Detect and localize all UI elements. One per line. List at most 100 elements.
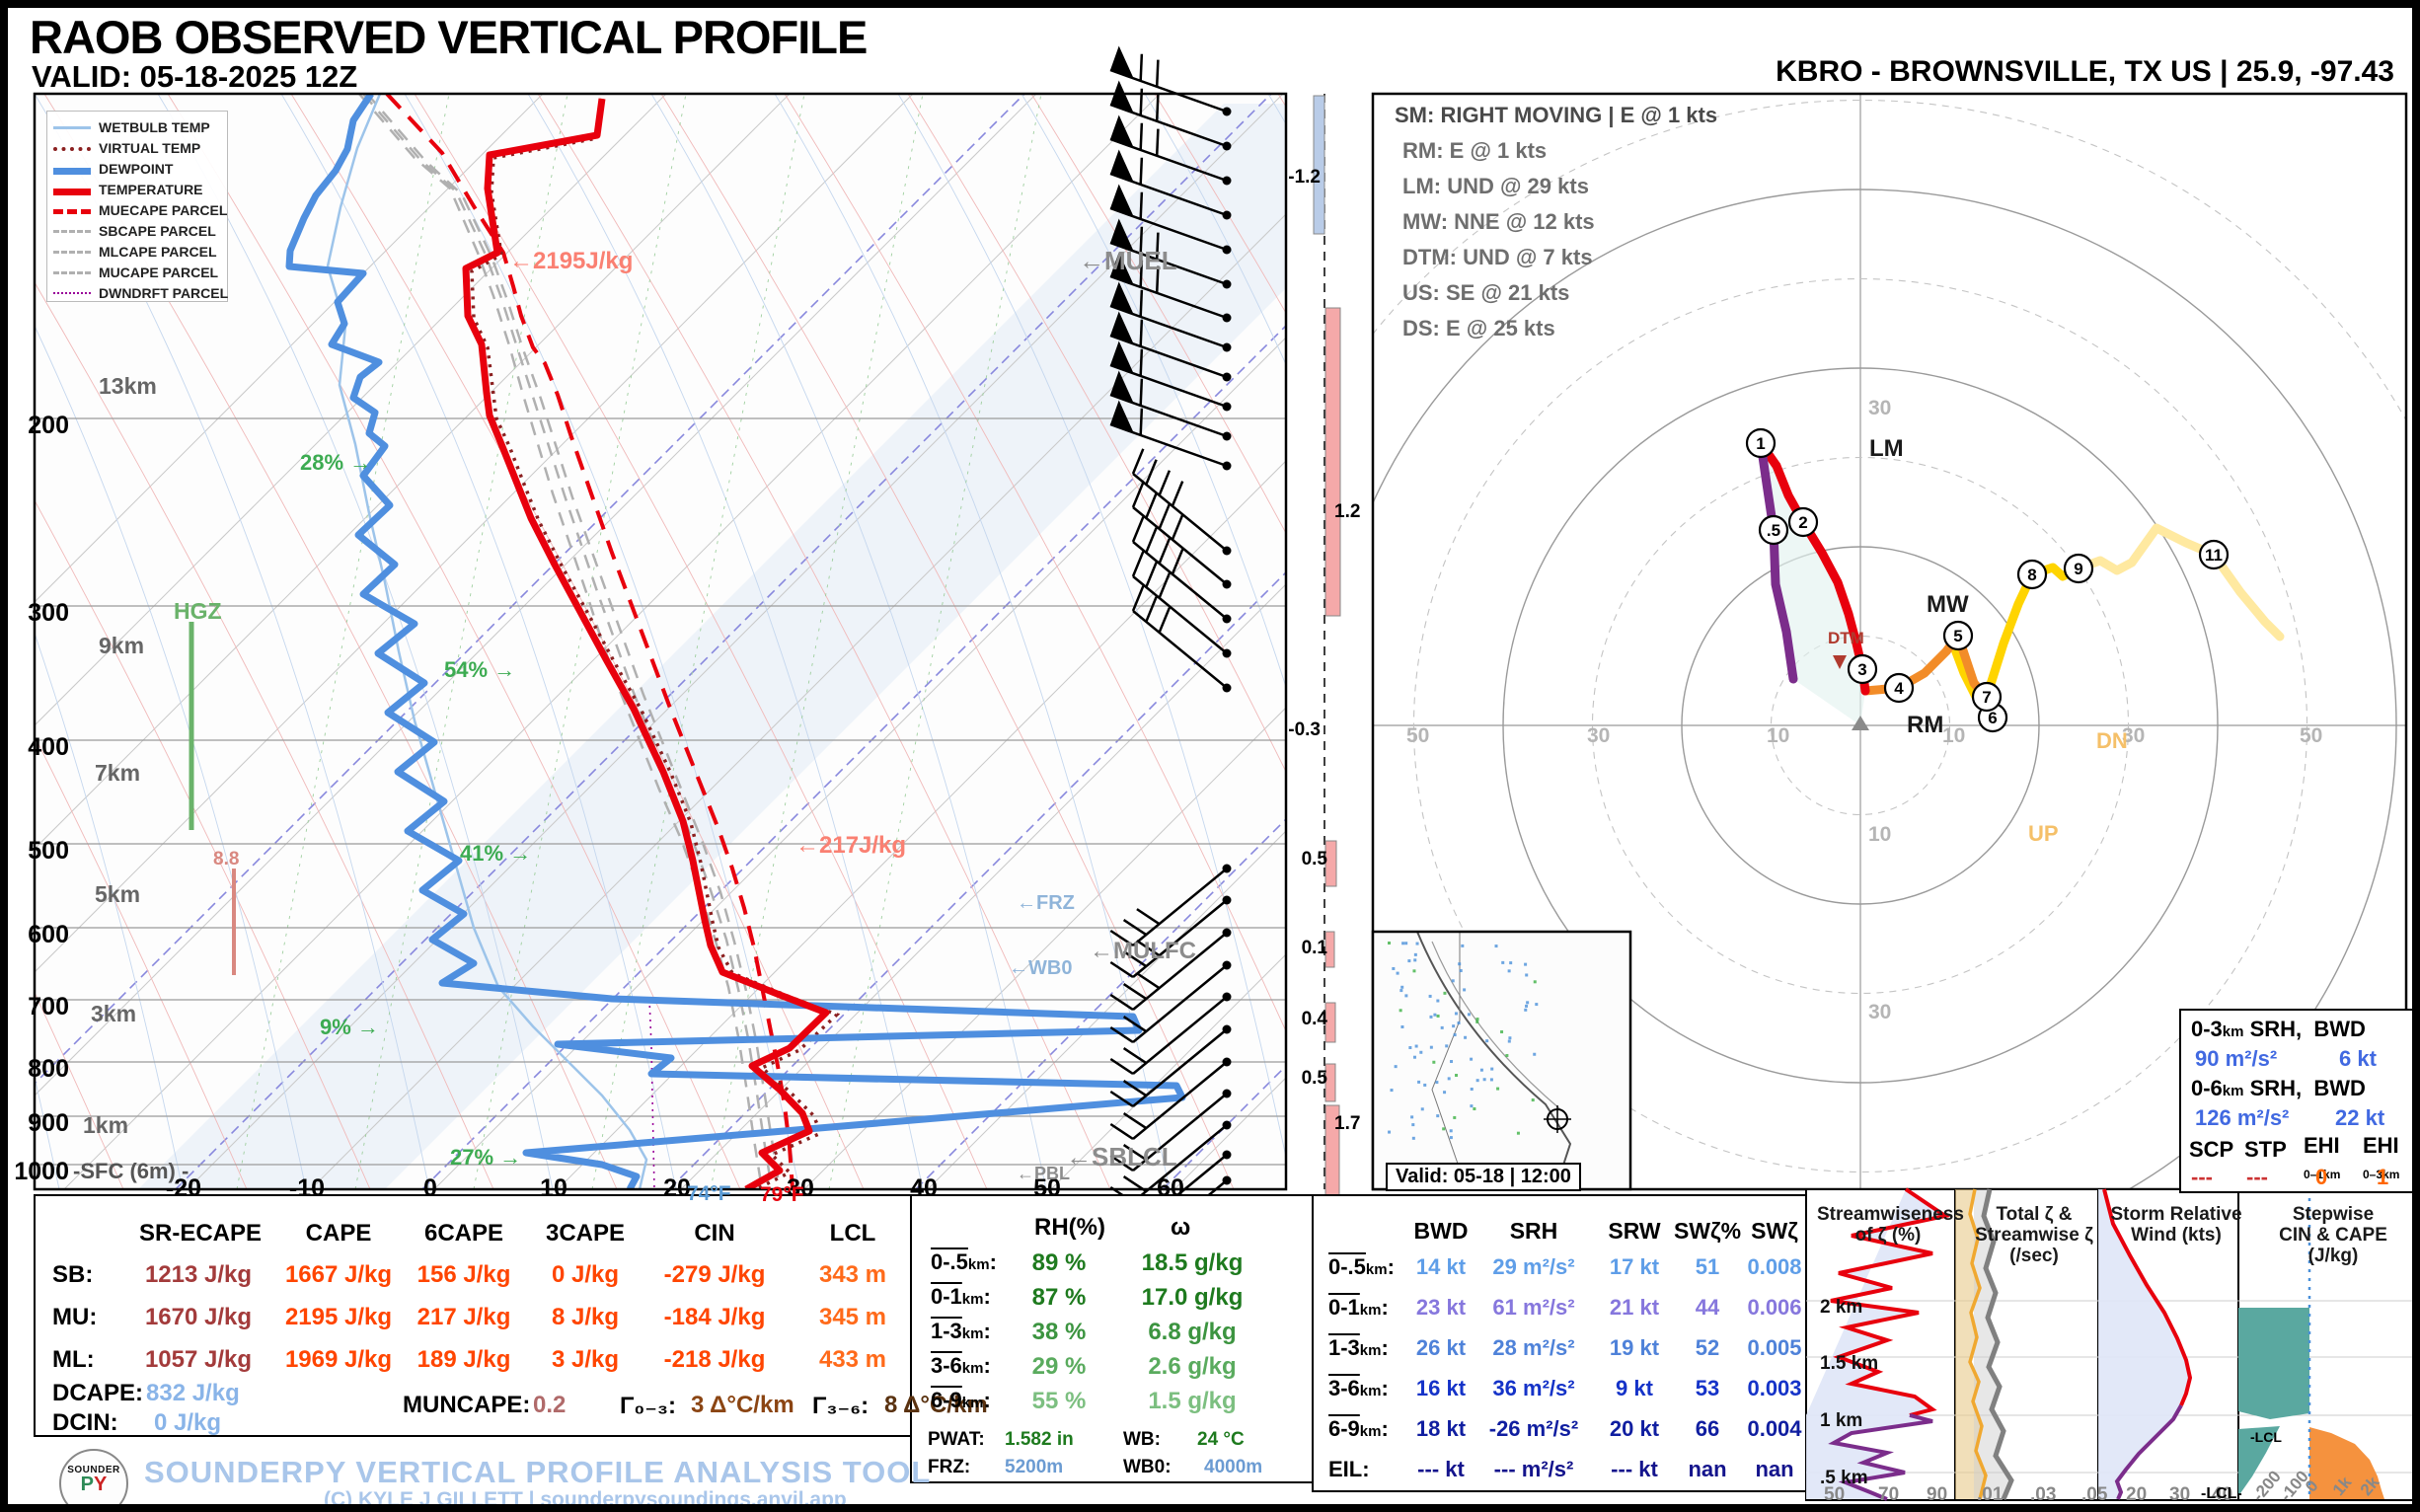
svg-text:DTM: DTM — [1828, 629, 1864, 647]
kinematics-value: 20 kt — [1609, 1416, 1660, 1441]
temp-tick: 10 — [540, 1174, 567, 1202]
thermo-value: 3 J/kg — [551, 1346, 620, 1373]
svg-text:4: 4 — [1894, 679, 1904, 698]
panel-x-tick: 90 — [1927, 1484, 1948, 1504]
lcl-note: -LCL- — [2201, 1485, 2242, 1502]
figure-graphics: -1.21.2-0.30.50.10.40.51.750 30 10 10 30 5030… — [33, 45, 2412, 1501]
panel-x-tick: .01 — [1977, 1484, 2004, 1504]
height-label: 5km — [95, 881, 141, 907]
storm-motion-header: SM: RIGHT MOVING | E @ 1 kts — [1395, 103, 1718, 127]
pwat-value: 1.582 in — [1005, 1429, 1074, 1450]
kinematics-row-label: 0-1km: — [1328, 1295, 1389, 1320]
kinematics-value: 28 m²/s² — [1492, 1335, 1575, 1360]
srh-0-6-value: 126 m²/s² — [2195, 1105, 2290, 1130]
kinematics-value: 0.006 — [1747, 1295, 1802, 1320]
thermo-value: 2195 J/kg — [284, 1304, 393, 1330]
pressure-label: 800 — [28, 1055, 69, 1083]
kinematics-value: 26 kt — [1415, 1335, 1467, 1360]
bwd-0-3-value: 6 kt — [2339, 1046, 2377, 1071]
bwd-0-6-value: 22 kt — [2335, 1105, 2385, 1130]
hgz-label: HGZ — [174, 598, 222, 624]
legend-item-label: MLCAPE PARCEL — [99, 244, 217, 260]
station-label: KBRO - BROWNSVILLE, TX US | 25.9, -97.43 — [1776, 55, 2394, 88]
kinematics-value: 66 — [1695, 1416, 1720, 1441]
rh-annotation: 28% → — [300, 450, 372, 475]
kinematics-value: 36 m²/s² — [1492, 1376, 1575, 1400]
storm-motion-line: DTM: UND @ 7 kts — [1402, 245, 1593, 269]
valid-time-label: VALID: 05-18-2025 12Z — [32, 59, 358, 94]
thermo-value: -218 J/kg — [663, 1346, 766, 1373]
muncape-label: MUNCAPE: — [403, 1392, 531, 1418]
legend-item: MUECAPE PARCEL — [53, 201, 227, 221]
panel-title: Total ζ & Streamwise ζ (/sec) — [1975, 1204, 2093, 1266]
svg-text:50: 50 — [2300, 724, 2322, 747]
wb-value: 24 °C — [1197, 1429, 1245, 1450]
kinematics-value: 44 — [1695, 1295, 1720, 1320]
kinematics-value: nan — [1688, 1457, 1727, 1481]
skewt-legend: WETBULB TEMP VIRTUAL TEMP DEWPOINT TEMPERAT… — [46, 111, 228, 302]
thermo-value: 345 m — [818, 1304, 887, 1330]
temp-tick: -20 — [165, 1174, 202, 1202]
temp-tick: 50 — [1033, 1174, 1061, 1202]
footer-credit[interactable]: (C) KYLE J GILLETT | sounderpysoundings.… — [324, 1488, 847, 1504]
kinematics-value: 21 kt — [1609, 1295, 1660, 1320]
thermo-header: CIN — [694, 1220, 735, 1247]
rh-row-label: 6-9km: — [931, 1388, 991, 1412]
footer-title: SOUNDERPY VERTICAL PROFILE ANALYSIS TOOL — [144, 1455, 932, 1489]
thermo-value: 1667 J/kg — [284, 1261, 393, 1288]
legend-item-label: MUECAPE PARCEL — [99, 202, 228, 218]
legend-item: SBCAPE PARCEL — [53, 222, 221, 242]
cape-annotation: ←2195J/kg — [509, 248, 634, 274]
thermo-row-label: SB: — [52, 1261, 94, 1288]
rh-row-label: 1-3km: — [931, 1319, 991, 1343]
legend-item: DWNDRFT PARCEL — [53, 284, 228, 304]
rh-header: RH(%) — [1034, 1214, 1105, 1241]
svg-text:2: 2 — [1798, 513, 1807, 532]
panel-x-tick: .03 — [2030, 1484, 2057, 1504]
level-annotation: ←MUEL — [1079, 246, 1177, 275]
thermo-header: SR-ECAPE — [139, 1220, 263, 1247]
svg-text:MW: MW — [1927, 591, 1969, 618]
pressure-label: 700 — [28, 993, 69, 1021]
level-annotation: ←FRZ — [1017, 892, 1075, 914]
thermo-row-label: ML: — [52, 1346, 95, 1373]
rh-annotation: 27% → — [450, 1145, 522, 1170]
pressure-label: 600 — [28, 921, 69, 948]
kinematics-header: SRW — [1608, 1218, 1661, 1244]
legend-item-label: MUCAPE PARCEL — [99, 265, 219, 280]
kinematics-value: --- kt — [1417, 1457, 1465, 1481]
legend-item-label: SBCAPE PARCEL — [99, 223, 216, 239]
panel-x-tick: 50 — [1824, 1484, 1846, 1504]
kinematics-value: 9 kt — [1616, 1376, 1653, 1400]
ehi-0-3-value: 1 — [2377, 1165, 2389, 1189]
kinematics-header: BWD — [1413, 1218, 1469, 1244]
legend-item: DEWPOINT — [53, 160, 221, 180]
panel-x-tick: 40 — [2212, 1484, 2233, 1504]
legend-line-sample — [53, 189, 91, 195]
svg-text:UP: UP — [2028, 821, 2059, 846]
mixing-ratio-value: 2.6 g/kg — [1148, 1353, 1237, 1380]
kinematics-row-label: 1-3km: — [1328, 1335, 1389, 1360]
panel-x-tick: 20 — [2126, 1484, 2148, 1504]
wb-label: WB: — [1123, 1429, 1161, 1450]
surface-temp-label: 74°F — [687, 1182, 731, 1205]
kinematics-header: SRH — [1509, 1218, 1558, 1244]
temp-tick: 20 — [663, 1174, 691, 1202]
height-label: 1km — [83, 1112, 129, 1138]
legend-line-sample — [53, 230, 91, 233]
figure-canvas: -1.2 1.2 -0.3 0.5 0.1 0.4 0.5 1.7 50 30 10 10 30 50 30… — [8, 8, 2412, 1504]
kinematics-value: --- kt — [1611, 1457, 1658, 1481]
temp-tick: -10 — [288, 1174, 326, 1202]
kinematics-value: 0.003 — [1747, 1376, 1802, 1400]
rh-annotation: 54% → — [444, 657, 516, 682]
level-annotation: ←SBLCL — [1066, 1142, 1177, 1172]
svg-text:0.1: 0.1 — [1302, 938, 1328, 958]
rh-value: 38 % — [1031, 1319, 1087, 1345]
kinematics-row-label: 3-6km: — [1328, 1376, 1389, 1400]
pressure-label: 1000 — [14, 1158, 69, 1185]
legend-line-sample — [53, 251, 91, 254]
svg-text:30: 30 — [1587, 724, 1610, 747]
svg-text:50: 50 — [1406, 724, 1429, 747]
svg-text:DN: DN — [2096, 728, 2128, 753]
svg-text:30: 30 — [1868, 1001, 1891, 1023]
